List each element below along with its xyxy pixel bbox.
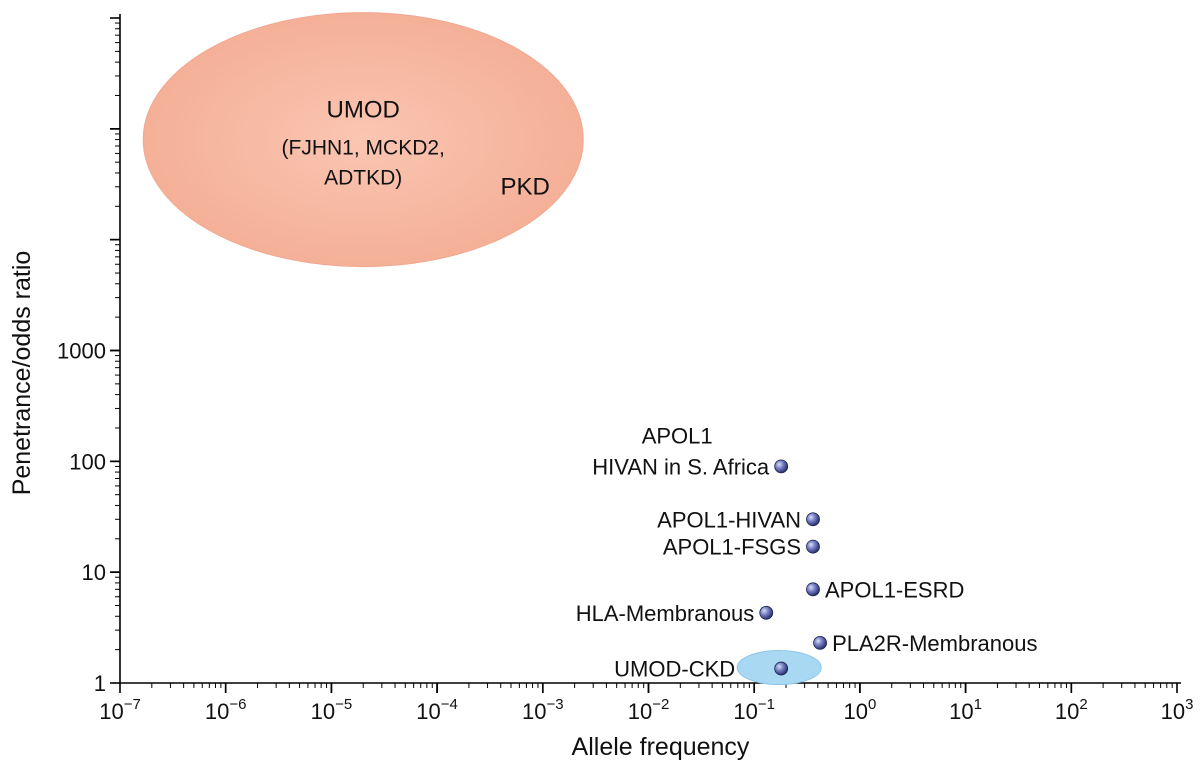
apol1-esrd-point [806, 582, 820, 597]
umod-ckd-label-0: UMOD-CKD [614, 657, 735, 682]
y-axis-title: Penetrance/odds ratio [8, 251, 36, 496]
apol1-fsgs-label-0: APOL1-FSGS [663, 535, 801, 560]
x-tick-label: 10−6 [205, 696, 247, 724]
x-tick-exponent: 2 [1079, 696, 1087, 713]
hla-membranous-label-0: HLA-Membranous [576, 601, 755, 626]
apol1-hivan-s-africa-label-1: HIVAN in S. Africa [592, 454, 770, 479]
apol1-fsgs-point [806, 539, 820, 554]
apol1-hivan-label-0: APOL1-HIVAN [657, 507, 801, 532]
x-tick-exponent: −4 [441, 696, 458, 713]
x-tick-label: 103 [1161, 696, 1194, 724]
x-tick-label: 101 [949, 696, 982, 724]
x-tick-label: 100 [843, 696, 876, 724]
umod-ckd-point [774, 661, 789, 676]
points-layer: APOL1 HIVAN in S. Africa APOL1-HIVAN APOL1-… [576, 423, 1038, 686]
x-tick-exponent: −7 [124, 696, 141, 713]
x-tick-exponent: −1 [758, 696, 775, 713]
mendelian-region-ellipse [142, 12, 584, 268]
x-tick-exponent: 1 [974, 696, 982, 713]
mendelian-region-label-0: UMOD [327, 97, 400, 124]
x-tick-base: 10 [1161, 699, 1185, 724]
y-tick-label: 10 [82, 560, 106, 585]
x-tick-base: 10 [99, 699, 123, 724]
x-tick-base: 10 [1055, 699, 1079, 724]
x-tick-label: 102 [1055, 696, 1088, 724]
x-tick-exponent: −5 [335, 696, 352, 713]
x-tick-exponent: 0 [868, 696, 876, 713]
pla2r-membranous-point [813, 636, 827, 650]
mendelian-region-label-1: (FJHN1, MCKD2, [282, 137, 445, 160]
x-tick-label: 10−1 [733, 696, 775, 724]
x-tick-label: 10−5 [311, 696, 353, 724]
apol1-hivan-s-africa-point [774, 459, 789, 474]
x-tick-base: 10 [205, 699, 229, 724]
x-tick-exponent: −3 [546, 696, 563, 713]
mendelian-region-label-2: ADTKD) [324, 167, 402, 190]
mendelian-region-extra-label: PKD [501, 174, 550, 201]
pla2r-membranous-label-0: PLA2R-Membranous [832, 631, 1037, 656]
apol1-esrd-label-0: APOL1-ESRD [825, 577, 964, 602]
x-tick-label: 10−4 [416, 696, 458, 724]
x-tick-label: 10−7 [99, 696, 141, 724]
x-tick-base: 10 [416, 699, 440, 724]
x-tick-label: 10−3 [522, 696, 564, 724]
apol1-hivan-point [806, 512, 820, 527]
x-tick-base: 10 [949, 699, 973, 724]
x-tick-label: 10−2 [628, 696, 670, 724]
y-tick-label: 1 [94, 671, 106, 696]
x-axis-title: Allele frequency [572, 733, 750, 761]
x-tick-base: 10 [733, 699, 757, 724]
regions-layer: UMOD (FJHN1, MCKD2, ADTKD) PKD [142, 12, 584, 268]
y-tick-label: 100 [69, 449, 106, 474]
y-tick-label: 1000 [57, 339, 106, 364]
x-tick-exponent: −2 [652, 696, 669, 713]
x-tick-exponent: −6 [229, 696, 246, 713]
x-tick-base: 10 [522, 699, 546, 724]
hla-membranous-point [759, 605, 774, 620]
apol1-hivan-s-africa-label-0: APOL1 [642, 423, 713, 448]
x-tick-exponent: 3 [1185, 696, 1193, 713]
x-tick-base: 10 [843, 699, 867, 724]
x-tick-base: 10 [311, 699, 335, 724]
x-tick-base: 10 [628, 699, 652, 724]
